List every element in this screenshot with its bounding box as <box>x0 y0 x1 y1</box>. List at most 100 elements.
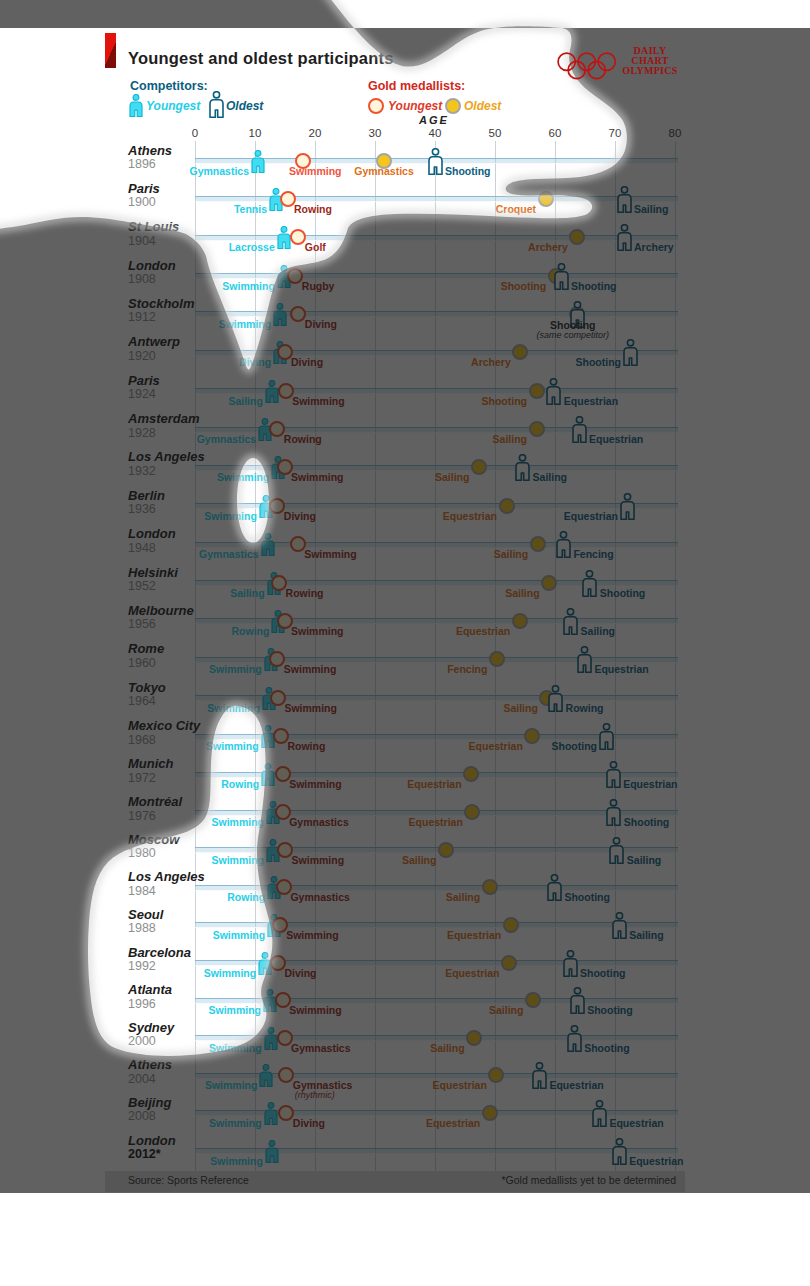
legend-competitor-oldest: Oldest <box>226 99 263 113</box>
oldest-competitor-legend-icon <box>208 91 225 118</box>
oldest-gold-label: Equestrian <box>443 510 497 522</box>
legend-competitor-youngest: Youngest <box>146 99 200 113</box>
row-line <box>195 273 678 279</box>
city-label: Moscow <box>128 832 179 847</box>
youngest-gold-marker <box>277 842 293 858</box>
youngest-competitor-marker <box>263 648 279 671</box>
oldest-gold-marker <box>529 421 545 437</box>
oldest-competitor-marker <box>616 186 633 213</box>
oldest-gold-marker <box>538 191 554 207</box>
youngest-competitor-label: Gymnastics <box>197 433 257 445</box>
youngest-gold-marker <box>270 690 286 706</box>
olympic-rings-icon <box>552 47 624 81</box>
oldest-competitor-marker <box>562 950 579 977</box>
oldest-competitor-marker <box>569 301 586 328</box>
legend-gold-youngest: Youngest <box>388 99 442 113</box>
youngest-gold-marker <box>278 1067 294 1083</box>
youngest-competitor-marker <box>265 801 281 824</box>
gridline-70 <box>615 141 616 1171</box>
oldest-competitor-marker <box>555 531 572 558</box>
row-line <box>195 1035 678 1041</box>
youngest-competitor-marker <box>268 188 284 211</box>
city-label: Seoul <box>128 907 163 922</box>
oldest-gold-marker <box>466 1030 482 1046</box>
year-label: 1948 <box>128 541 156 555</box>
youngest-competitor-marker <box>266 876 282 899</box>
row-line <box>195 695 678 701</box>
year-label: 1896 <box>128 157 156 171</box>
year-label: 1900 <box>128 195 156 209</box>
youngest-competitor-label: Swimming <box>205 1079 258 1091</box>
oldest-gold-marker <box>488 1067 504 1083</box>
youngest-competitor-marker <box>264 1140 280 1163</box>
youngest-gold-label: Diving <box>284 510 316 522</box>
axis-tick-20: 20 <box>309 127 322 139</box>
oldest-competitor-label: Shooting <box>552 740 598 752</box>
year-label: 1952 <box>128 579 156 593</box>
youngest-gold-label: Gymnastics <box>293 1079 353 1091</box>
youngest-competitor-label: Rowing <box>231 625 269 637</box>
city-label: Stockholm <box>128 296 194 311</box>
oldest-competitor-label: Equestrian <box>549 1079 603 1091</box>
youngest-competitor-label: Swimming <box>222 280 275 292</box>
youngest-competitor-marker <box>266 914 282 937</box>
oldest-gold-marker <box>524 728 540 744</box>
youngest-gold-label: Swimming <box>292 395 345 407</box>
oldest-competitor-marker <box>622 339 639 366</box>
youngest-gold-marker <box>269 651 285 667</box>
economist-red-tab <box>105 33 116 68</box>
youngest-gold-marker <box>290 229 306 245</box>
youngest-gold-label: Swimming <box>284 702 337 714</box>
youngest-competitor-label: Swimming <box>213 929 266 941</box>
youngest-competitor-marker <box>272 303 288 326</box>
logo-line-olympics: OLYMPICS <box>615 66 685 76</box>
youngest-gold-marker <box>277 613 293 629</box>
year-label: 1956 <box>128 617 156 631</box>
youngest-competitor-marker <box>261 687 277 710</box>
year-label: 2008 <box>128 1109 156 1123</box>
city-label: Helsinki <box>128 565 178 580</box>
year-label: 1904 <box>128 234 156 248</box>
axis-tick-10: 10 <box>249 127 262 139</box>
oldest-gold-marker <box>471 459 487 475</box>
youngest-gold-legend-icon <box>368 98 384 114</box>
youngest-gold-marker <box>287 268 303 284</box>
youngest-competitor-marker <box>270 610 286 633</box>
youngest-competitor-label: Swimming <box>204 510 257 522</box>
year-label: 2004 <box>128 1072 156 1086</box>
youngest-gold-label: Swimming <box>304 548 357 560</box>
youngest-gold-label: Diving <box>293 1117 325 1129</box>
youngest-gold-label: Rowing <box>284 433 322 445</box>
oldest-competitor-label: Shooting <box>624 816 670 828</box>
source-note: Source: Sports Reference <box>128 1174 249 1186</box>
youngest-gold-marker <box>277 459 293 475</box>
city-label: Barcelona <box>128 945 191 960</box>
row-line <box>195 465 678 471</box>
city-label: London <box>128 526 176 541</box>
youngest-gold-label: Diving <box>291 356 323 368</box>
oldest-gold-label: Croquet <box>496 203 536 215</box>
city-label: Los Angeles <box>128 449 205 464</box>
youngest-competitor-label: Gymnastics <box>189 165 249 177</box>
year-label: 1964 <box>128 694 156 708</box>
year-label: 1976 <box>128 809 156 823</box>
oldest-competitor-marker <box>571 416 588 443</box>
oldest-gold-marker <box>530 536 546 552</box>
oldest-competitor-label: Archery <box>634 241 674 253</box>
year-label: 1960 <box>128 656 156 670</box>
gridline-0 <box>195 141 196 1171</box>
oldest-competitor-marker <box>616 224 633 251</box>
oldest-gold-marker <box>464 804 480 820</box>
youngest-gold-label: Diving <box>305 318 337 330</box>
oldest-gold-label: Sailing <box>435 471 469 483</box>
year-label: 1924 <box>128 387 156 401</box>
same-competitor-label: Shooting <box>550 319 596 331</box>
year-label: 1908 <box>128 272 156 286</box>
youngest-gold-marker <box>290 306 306 322</box>
youngest-gold-marker <box>290 536 306 552</box>
youngest-competitor-label: Tennis <box>234 203 267 215</box>
youngest-gold-label: Swimming <box>286 929 339 941</box>
oldest-competitor-marker <box>581 570 598 597</box>
year-label: 2012* <box>128 1147 161 1161</box>
row-line <box>195 810 678 816</box>
